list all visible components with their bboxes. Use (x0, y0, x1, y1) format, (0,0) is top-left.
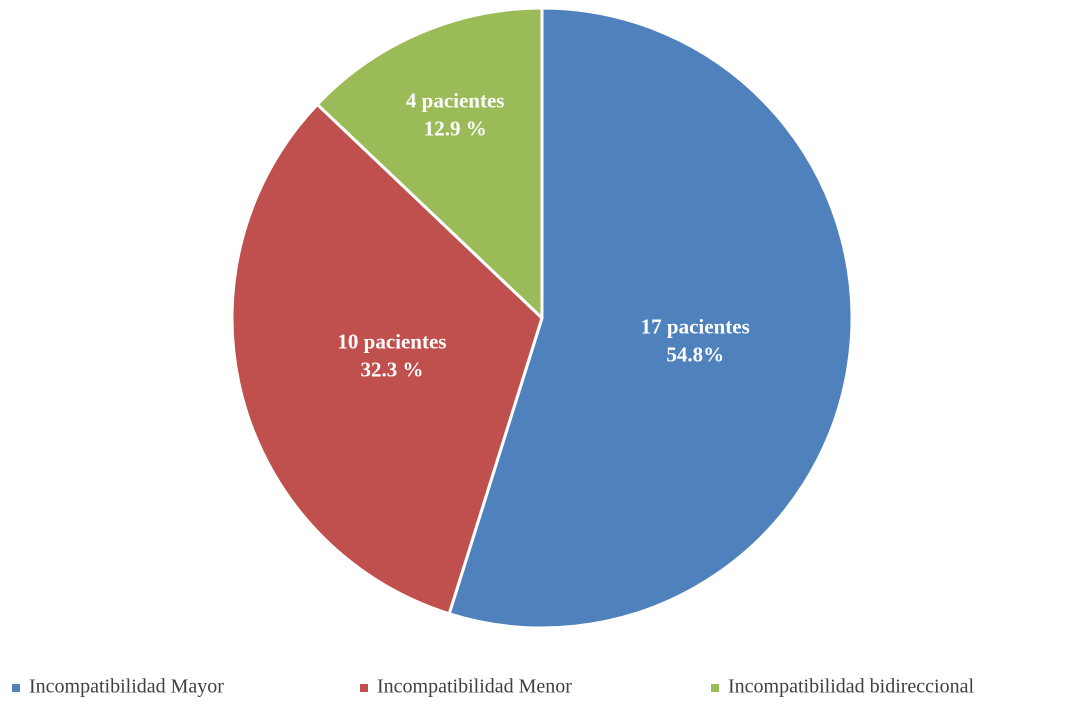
legend-marker (12, 684, 20, 692)
pie-slice (230, 102, 544, 616)
legend-label: Incompatibilidad Mayor (29, 676, 224, 698)
slice-percentage: 32.3 % (360, 358, 423, 382)
slice-label: 17 pacientes (641, 314, 750, 338)
slice-label: 10 pacientes (337, 330, 446, 354)
legend-marker (360, 684, 368, 692)
pie-slice (315, 6, 544, 320)
legend-label: Incompatibilidad Menor (377, 676, 572, 698)
legend-marker (711, 684, 719, 692)
slice-percentage: 12.9 % (424, 117, 487, 141)
legend-label: Incompatibilidad bidireccional (728, 676, 974, 698)
slice-percentage: 54.8% (666, 342, 724, 366)
pie-slice (447, 6, 854, 630)
slice-label: 4 pacientes (406, 89, 505, 113)
